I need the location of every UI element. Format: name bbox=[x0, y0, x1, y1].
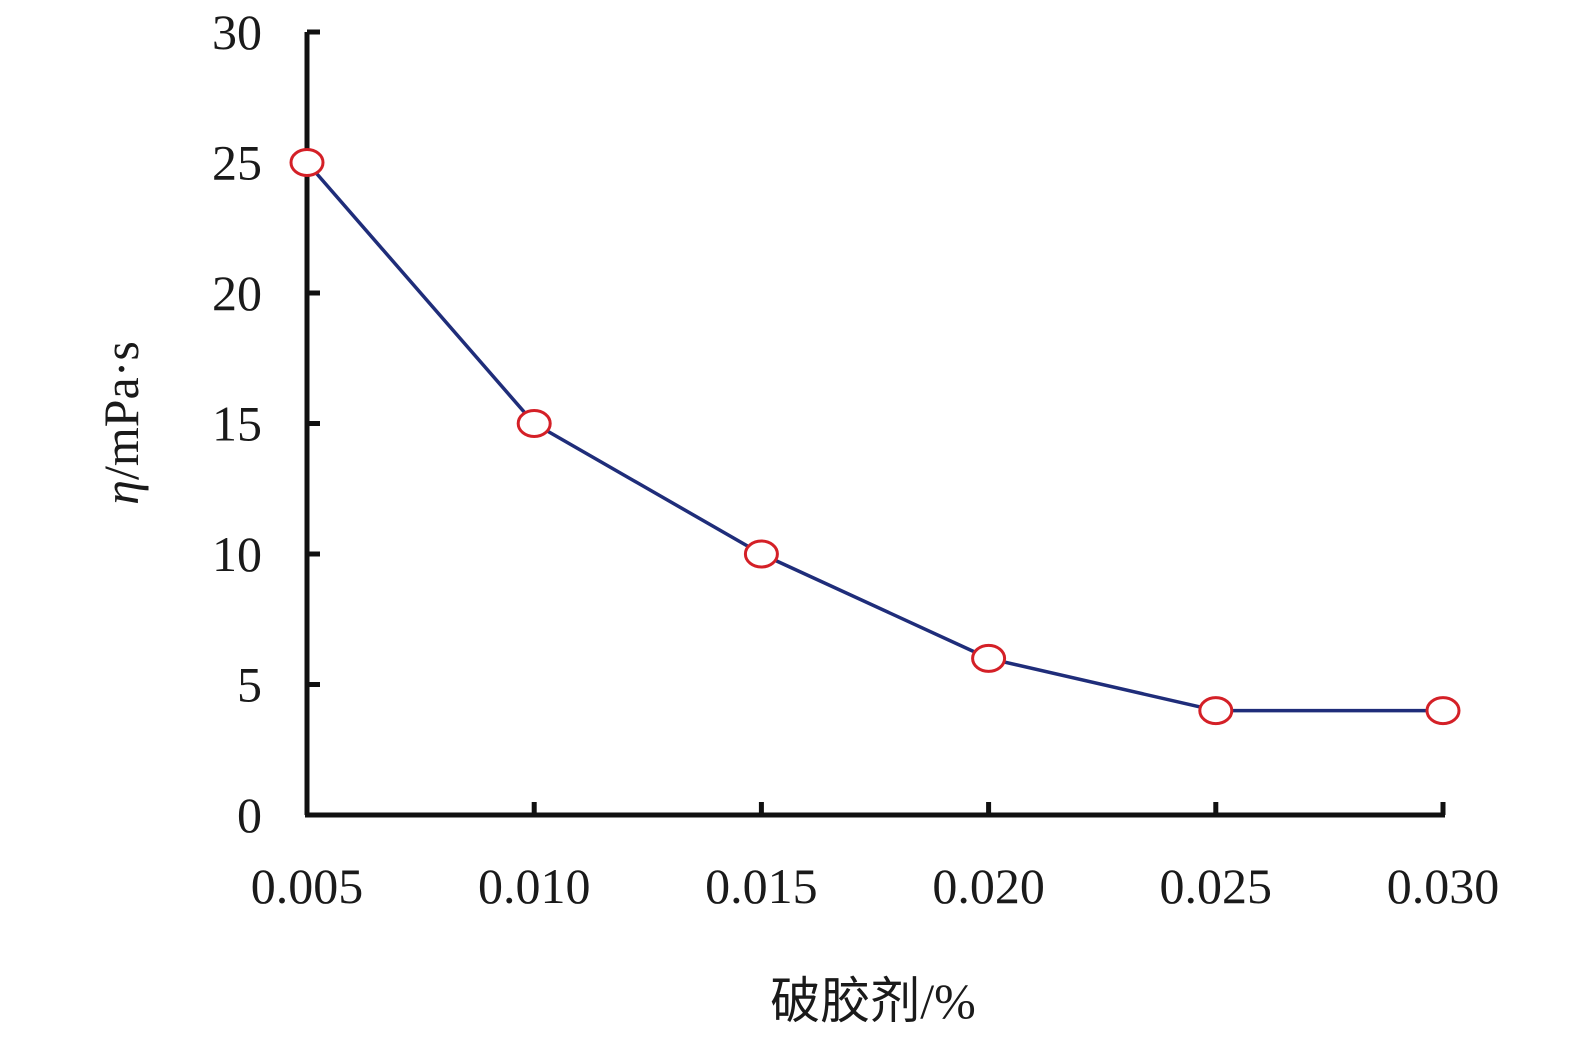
data-point-marker bbox=[743, 539, 779, 569]
series-group bbox=[289, 148, 1461, 726]
axis-labels-group: 破胶剂/% η/mPa·s bbox=[93, 341, 976, 1029]
y-tick-label: 30 bbox=[212, 4, 262, 60]
data-point-marker bbox=[1198, 696, 1234, 726]
x-tick-label: 0.030 bbox=[1387, 858, 1500, 914]
y-tick-label: 0 bbox=[237, 787, 262, 843]
y-tick-label: 5 bbox=[237, 657, 262, 713]
data-point-marker bbox=[516, 409, 552, 438]
x-tick-label: 0.020 bbox=[932, 858, 1045, 914]
series-line bbox=[305, 161, 1443, 713]
y-axis-label: η/mPa·s bbox=[93, 341, 149, 505]
data-point-marker bbox=[971, 643, 1007, 673]
x-tick-label: 0.015 bbox=[705, 858, 818, 914]
x-tick-label: 0.005 bbox=[251, 858, 364, 914]
y-axis-label-unit: /mPa·s bbox=[93, 341, 149, 480]
x-tick-label: 0.010 bbox=[478, 858, 591, 914]
y-tick-label: 25 bbox=[212, 135, 262, 191]
x-axis-label: 破胶剂/% bbox=[770, 973, 976, 1029]
y-tick-label: 10 bbox=[212, 526, 262, 582]
y-tick-label: 15 bbox=[212, 396, 262, 452]
y-tick-label: 20 bbox=[212, 265, 262, 321]
data-point-marker bbox=[1425, 696, 1461, 726]
data-point-marker bbox=[289, 148, 325, 177]
axes-group: 0 5 10 15 20 25 30 0.005 0.010 0.015 0.020 0.025 0.0… bbox=[212, 4, 1499, 914]
y-axis-label-symbol: η bbox=[93, 480, 149, 505]
x-tick-label: 0.025 bbox=[1160, 858, 1273, 914]
